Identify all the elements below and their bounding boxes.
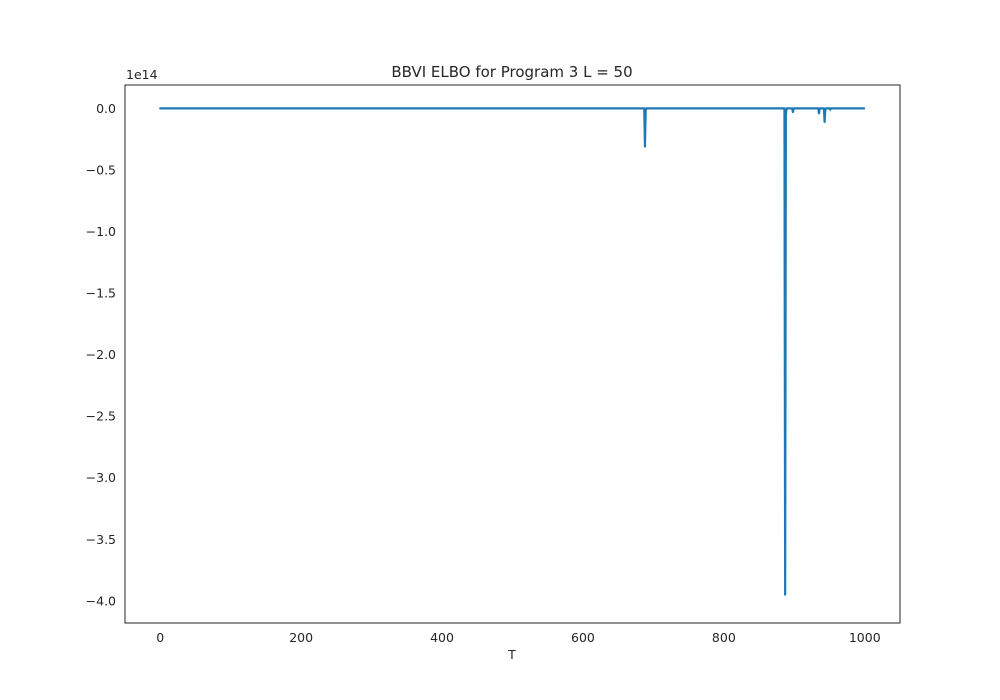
series-line-elbo xyxy=(159,107,866,596)
x-tick-label: 0 xyxy=(156,630,164,645)
y-tick-label: −1.5 xyxy=(86,286,116,301)
y-tick-label: −1.0 xyxy=(86,224,116,239)
y-tick-label: −3.0 xyxy=(86,470,116,485)
chart-title: BBVI ELBO for Program 3 L = 50 xyxy=(391,63,632,81)
x-tick-labels: 0 200 400 600 800 1000 xyxy=(156,630,880,645)
y-axis-scale-label: 1e14 xyxy=(126,67,158,82)
x-axis-label: T xyxy=(507,647,516,662)
y-tick-label: −0.5 xyxy=(86,162,116,177)
y-tick-label: −4.0 xyxy=(86,593,116,608)
y-tick-label: −2.0 xyxy=(86,347,116,362)
x-tick-label: 400 xyxy=(430,630,454,645)
y-tick-label: −2.5 xyxy=(86,409,116,424)
plot-frame xyxy=(124,84,901,624)
y-tick-labels: 0.0 −0.5 −1.0 −1.5 −2.0 −2.5 −3.0 −3.5 −4.0 xyxy=(86,101,116,608)
x-tick-label: 200 xyxy=(289,630,313,645)
x-tick-label: 600 xyxy=(571,630,595,645)
x-tick-label: 1000 xyxy=(849,630,881,645)
x-tick-label: 800 xyxy=(712,630,736,645)
y-tick-label: 0.0 xyxy=(96,101,116,116)
y-tick-label: −3.5 xyxy=(86,532,116,547)
